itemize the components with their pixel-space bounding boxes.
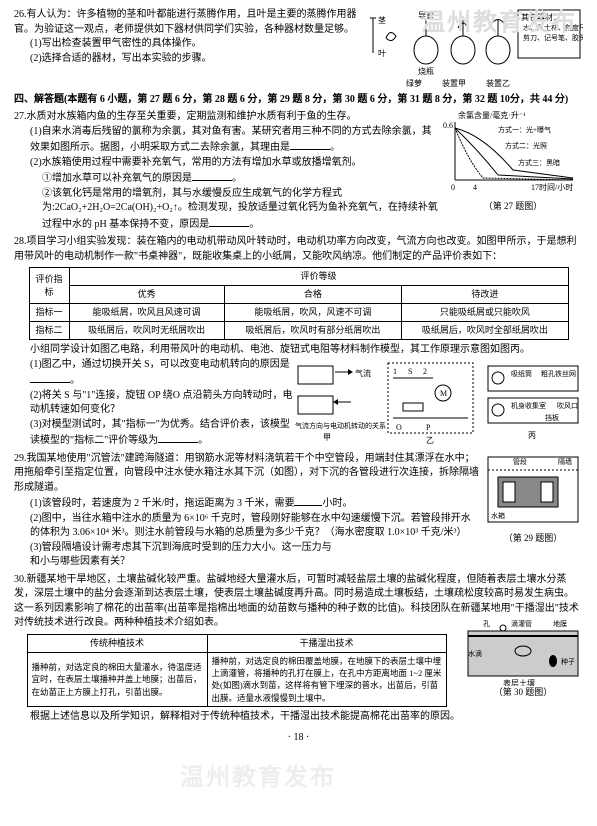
page-number: · 18 · (14, 731, 583, 746)
q29-num: 29. (14, 453, 27, 464)
svg-text:余氯含量/毫克·升⁻¹: 余氯含量/毫克·升⁻¹ (458, 110, 526, 120)
blank (192, 170, 232, 181)
svg-text:叶: 叶 (378, 49, 386, 58)
svg-text:17时间/小时: 17时间/小时 (531, 182, 573, 192)
label-zjc: 装置甲 (442, 78, 466, 90)
svg-text:表层土壤: 表层土壤 (503, 678, 535, 686)
svg-text:种子: 种子 (561, 657, 575, 666)
q27-sub2a: ①增加水草可以补充氧气的原因是 (42, 173, 192, 184)
q29-sub3b: 和小与哪些因素有关？ (30, 556, 130, 567)
svg-text:挡板: 挡板 (545, 413, 559, 422)
svg-text:P: P (426, 423, 431, 432)
svg-text:吸纸筒: 吸纸筒 (511, 369, 532, 378)
q30-table: 传统种植技术干播湿出技术 播种前，对选定良的棉田大量灌水，待温度适宜时，在表层土… (27, 634, 447, 707)
q28-sub2: (2)将关 S 与"1"连接，旋钮 OP 绕O 点沿箭头方向转动时，电动机转速如… (14, 389, 293, 418)
svg-text:茎: 茎 (378, 15, 386, 25)
q29-figure: 管段 隔墙 水箱 （第 29 题图） (483, 452, 583, 545)
q28-figures: 气流 气流方向与电动机转动的关系 甲 1S2 M OP 乙 吸纸筒 粗孔铁丝网 … (293, 358, 583, 448)
svg-text:气流: 气流 (355, 368, 371, 378)
q26-text: 有人认为：许多植物的茎和叶都能进行蒸腾作用，且叶是主要的蒸腾作用器官。为验证这一… (14, 9, 357, 35)
svg-text:1: 1 (393, 367, 397, 376)
q28-text: 项目学习小组实验发现：装在箱内的电动机带动风叶转动时，电动机功率方向改变，气流方… (14, 236, 577, 262)
svg-text:乙: 乙 (426, 436, 434, 445)
svg-text:滴灌管: 滴灌管 (511, 619, 532, 628)
q27-text: 水质对水族箱内鱼的生存至关重要，定期监测和维护水质有利于鱼的生存。 (27, 111, 357, 122)
svg-text:孔: 孔 (483, 620, 490, 628)
svg-text:甲: 甲 (323, 433, 331, 442)
question-28: 28.项目学习小组实验发现：装在箱内的电动机带动风叶转动时，电动机功率方向改变，… (14, 235, 583, 449)
q30-caption: （第 30 题图） (463, 686, 583, 699)
svg-text:隔墙: 隔墙 (558, 457, 572, 466)
svg-text:O: O (396, 423, 402, 432)
watermark-text: 温州教育发布 (421, 6, 577, 41)
q28-table: 评价指标评价等级 优秀合格待改进 指标一能吸纸屑，吹风且风速可调能吸纸屑，吹风，… (29, 267, 569, 340)
blank (30, 372, 70, 383)
svg-text:地膜: 地膜 (553, 619, 567, 628)
blank (290, 139, 330, 150)
q29-sub1: (1)该管段时，若速度为 2 千米/时，拖运距离为 3 千米，需要 (30, 498, 294, 509)
blank (209, 216, 249, 227)
svg-text:粗孔铁丝网: 粗孔铁丝网 (541, 369, 576, 378)
q27-sub1: (1)自来水消毒后残留的氯称为余氯，其对鱼有害。某研究者用三种不同的方式去除余氯… (30, 126, 432, 154)
svg-text:机身收集室: 机身收集室 (511, 401, 546, 410)
q27-chart: 余氯含量/毫克·升⁻¹ 0.6 方式一：光+曝气 方式二：光照 方式三：黑暗 0… (443, 110, 583, 213)
q28-sub1: (1)图乙中，通过切换开关 S，可以改变电动机转向的原因是 (30, 359, 290, 370)
q28-text2: 小组同学设计如图乙电路，利用带风叶的电动机、电池、旋钮式电阻等材料制作模型，其工… (14, 343, 583, 358)
q30-figure: 孔 滴灌管 地膜 水滴 种子 表层土壤 （第 30 题图） (463, 616, 583, 699)
svg-text:水箱: 水箱 (491, 511, 505, 520)
q29-sub3: (3)管段隔墙设计需考虑其下沉到海底时受到的压力大小。这一压力与 (30, 542, 332, 553)
q29-caption: （第 29 题图） (483, 532, 583, 545)
svg-text:管段: 管段 (513, 457, 527, 466)
q28-num: 28. (14, 236, 27, 247)
svg-text:烧瓶: 烧瓶 (418, 66, 434, 76)
svg-text:M: M (440, 389, 447, 398)
blank (158, 432, 198, 443)
svg-text:方式三：黑暗: 方式三：黑暗 (518, 158, 560, 167)
blank (294, 495, 322, 506)
question-29: 管段 隔墙 水箱 （第 29 题图） 29.我国某地使用"沉管法"建跨海隧道：用钢… (14, 452, 583, 570)
svg-text:吹风口: 吹风口 (557, 401, 578, 410)
q29-text: 我国某地使用"沉管法"建跨海隧道：用钢筋水泥等材料浇筑若干个中空管段，用端封住其… (14, 453, 479, 493)
svg-text:水滴: 水滴 (468, 649, 482, 658)
svg-text:0: 0 (451, 183, 455, 192)
svg-text:4: 4 (473, 183, 477, 192)
svg-text:方式一：光+曝气: 方式一：光+曝气 (498, 125, 551, 134)
question-30: 30.新疆某地干旱地区，土壤盐碱化较严重。盐碱地经大量灌水后，可暂时减轻盐层土壤… (14, 573, 583, 725)
q27-caption: （第 27 题图） (443, 200, 583, 213)
svg-text:S: S (408, 367, 412, 376)
svg-text:方式二：光照: 方式二：光照 (505, 141, 547, 150)
watermark-bottom: 温州教育发布 (180, 761, 336, 796)
svg-text:气流方向与电动机转动的关系: 气流方向与电动机转动的关系 (295, 421, 386, 430)
q30-text2: 根据上述信息以及所学知识，解释相对于传统种植技术，干播湿出技术能提高棉花出苗率的… (14, 710, 583, 725)
label-lvluo: 绿萝 (406, 78, 422, 90)
svg-text:2: 2 (423, 367, 427, 376)
q27-num: 27. (14, 111, 27, 122)
q26-num: 26. (14, 9, 27, 20)
question-27: 余氯含量/毫克·升⁻¹ 0.6 方式一：光+曝气 方式二：光照 方式三：黑暗 0… (14, 110, 583, 232)
svg-text:0.6: 0.6 (443, 121, 453, 130)
q30-num: 30. (14, 574, 27, 585)
svg-text:丙: 丙 (528, 431, 536, 440)
label-zjy: 装置乙 (486, 78, 510, 90)
section-4-header: 四、解答题(本题有 6 小题，第 27 题 6 分，第 28 题 6 分，第 2… (14, 93, 583, 108)
q29-sub1b: 小时。 (322, 498, 352, 509)
